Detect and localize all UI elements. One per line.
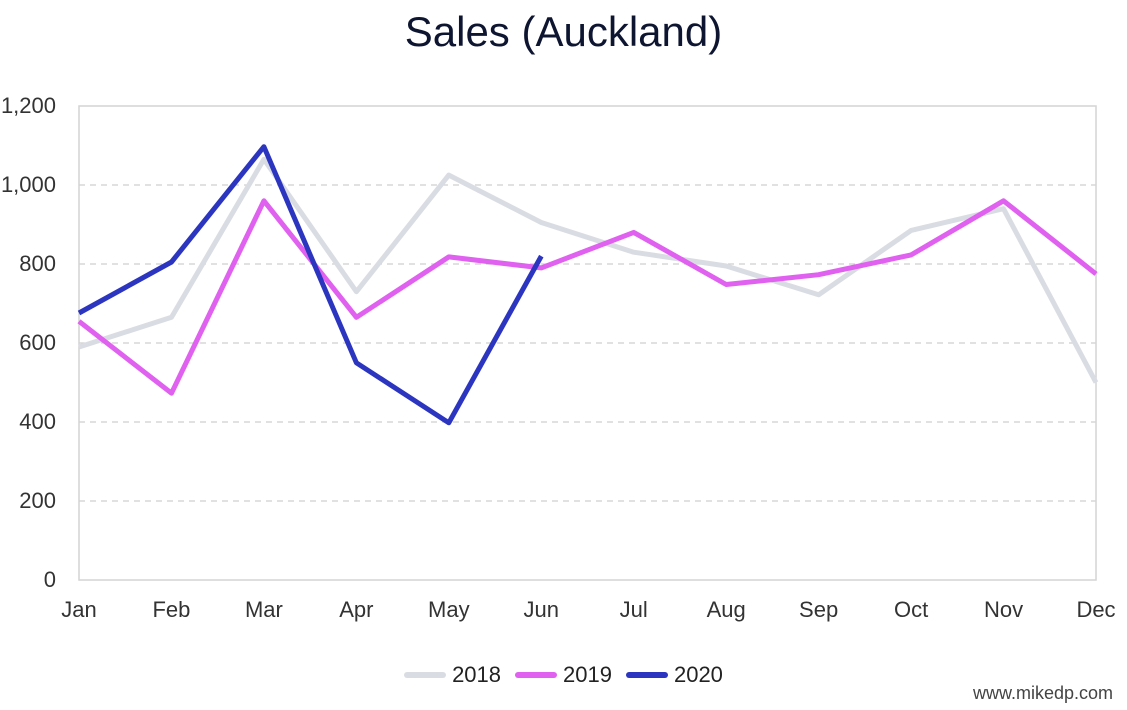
- legend-label: 2018: [452, 662, 502, 687]
- y-tick-label: 200: [19, 488, 56, 513]
- y-tick-label: 400: [19, 409, 56, 434]
- series-line-2019: [77, 198, 1098, 396]
- x-tick-label: Jul: [620, 597, 648, 622]
- axes: [78, 105, 1097, 581]
- legend-label: 2020: [673, 662, 723, 687]
- x-tick-label: May: [428, 597, 470, 622]
- x-tick-label: Nov: [984, 597, 1023, 622]
- plot-area-border: [78, 105, 1097, 581]
- chart-title: Sales (Auckland): [404, 8, 723, 55]
- x-tick-label: Jan: [61, 597, 96, 622]
- watermark: www.mikedp.com: [972, 683, 1113, 703]
- x-tick-label: Aug: [707, 597, 746, 622]
- x-tick-label: Feb: [152, 597, 190, 622]
- x-tick-label: Dec: [1076, 597, 1115, 622]
- legend-swatch: [625, 672, 668, 678]
- y-tick-label: 1,000: [1, 172, 56, 197]
- series-line-2020: [77, 144, 544, 426]
- legend-swatch: [515, 672, 558, 678]
- y-tick-labels: 0 200 400 600 800 1,000 1,200: [1, 93, 56, 592]
- x-tick-labels: Jan Feb Mar Apr May Jun Jul Aug Sep Oct Nov Dec: [61, 597, 1115, 622]
- legend-swatch: [404, 672, 447, 678]
- y-tick-label: 1,200: [1, 93, 56, 118]
- legend-item-2018: 2018: [404, 662, 501, 688]
- y-tick-label: 0: [44, 567, 56, 592]
- legend-label: 2019: [563, 662, 612, 687]
- x-tick-label: Oct: [894, 597, 928, 622]
- x-tick-label: Sep: [799, 597, 838, 622]
- y-tick-label: 600: [19, 330, 56, 355]
- series-lines: [77, 144, 1099, 426]
- x-tick-label: Apr: [339, 597, 373, 622]
- x-tick-label: Jun: [524, 597, 559, 622]
- gridlines: [79, 184, 1096, 502]
- y-tick-label: 800: [19, 251, 56, 276]
- series-line-2018: [78, 156, 1099, 384]
- legend-item-2019: 2019: [515, 662, 612, 688]
- legend-item-2020: 2020: [625, 662, 723, 688]
- legend: 2018 2019 2020: [0, 662, 1127, 688]
- x-tick-label: Mar: [245, 597, 283, 622]
